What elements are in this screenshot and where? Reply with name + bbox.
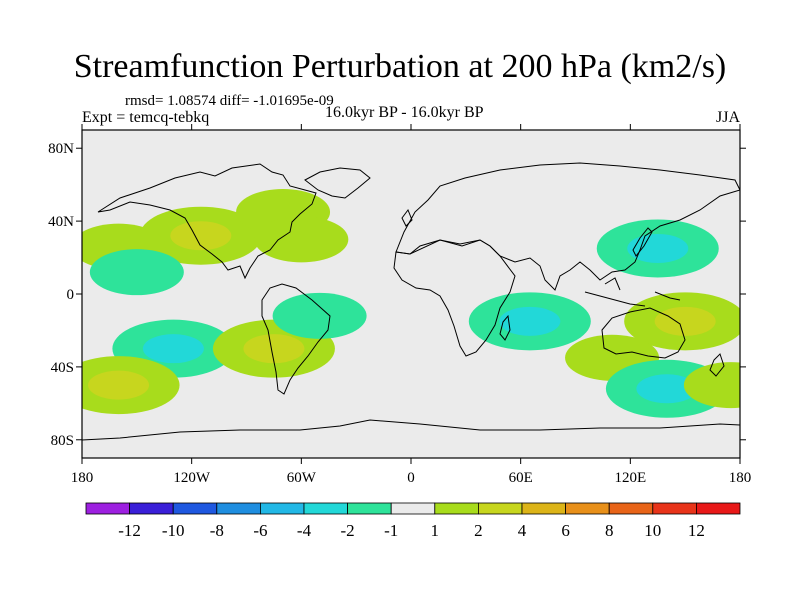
stats-line: rmsd= 1.08574 diff= -1.01695e-09: [125, 93, 334, 109]
experiment-label: Expt = temcq-tebkq: [82, 109, 210, 126]
period-label: 16.0kyr BP - 16.0kyr BP: [325, 104, 484, 121]
colorbar-label: -4: [297, 521, 312, 540]
lon-tick-label: 60E: [509, 470, 533, 486]
lon-tick-label: 60W: [287, 470, 317, 486]
colorbar-swatch: [608, 502, 654, 515]
coast-madagascar: [499, 314, 511, 341]
lon-tick-label: 120W: [173, 470, 211, 486]
colorbar-swatch: [390, 502, 436, 515]
colorbar-label: 4: [518, 521, 527, 540]
plot-area: [82, 130, 740, 458]
coast-greenland: [304, 167, 371, 199]
anomaly-field: [82, 189, 740, 418]
coast-indonesia: [584, 277, 681, 307]
colorbar-label: -8: [210, 521, 224, 540]
colorbar-label: 6: [561, 521, 570, 540]
anomaly-core-10: [627, 233, 689, 263]
coast-north-america: [97, 163, 317, 280]
colorbar-label: 1: [431, 521, 440, 540]
lon-tick-label: 180: [71, 470, 94, 486]
lat-tick-label: 0: [67, 287, 75, 303]
coast-australia: [601, 307, 686, 359]
colorbar-label: -1: [384, 521, 398, 540]
anomaly-core-11: [654, 306, 716, 336]
coast-britain: [401, 208, 413, 227]
axis-ticks: 80N 40N 0 40S 80S 180 120W 60W 0 60E 120E 180: [48, 124, 751, 486]
anomaly-core-0: [170, 221, 232, 251]
anomaly-region-2: [254, 216, 349, 263]
colorbar-label: 10: [644, 521, 661, 540]
colorbar-swatch: [652, 502, 697, 515]
coast-africa: [393, 239, 516, 357]
colorbar-label: 12: [688, 521, 705, 540]
colorbar-swatch: [347, 502, 392, 515]
colorbar-swatch: [259, 502, 305, 515]
anomaly-core-9: [499, 306, 561, 336]
lat-tick-label: 40N: [48, 214, 74, 230]
lon-tick-label: 120E: [614, 470, 646, 486]
colorbar: -12 -10 -8 -6 -4 -2 -1 1 2 4 6 8 10 12: [85, 502, 741, 540]
anomaly-region-8: [272, 292, 367, 339]
colorbar-swatch: [565, 502, 610, 515]
colorbar-swatch: [85, 502, 130, 515]
anomaly-region-14: [683, 362, 740, 409]
anomaly-region-4: [89, 249, 184, 296]
anomaly-core-13: [636, 374, 698, 404]
colorbar-label: -12: [118, 521, 141, 540]
coast-south-america: [261, 283, 331, 395]
colorbar-swatch: [521, 502, 566, 515]
anomaly-core-5: [142, 334, 204, 364]
lat-tick-label: 40S: [51, 360, 74, 376]
plot-title: Streamfunction Perturbation at 200 hPa (…: [73, 48, 727, 85]
lon-tick-label: 180: [729, 470, 752, 486]
coast-new-zealand: [709, 353, 725, 377]
lat-tick-label: 80N: [48, 141, 74, 157]
colorbar-swatch: [216, 502, 261, 515]
colorbar-label: -6: [253, 521, 267, 540]
colorbar-label: 2: [474, 521, 483, 540]
coast-antarctica: [82, 419, 740, 441]
anomaly-core-7: [243, 334, 305, 364]
colorbar-swatch: [477, 502, 523, 515]
coastlines: [82, 162, 740, 441]
lat-tick-label: 80S: [51, 433, 74, 449]
colorbar-swatch: [303, 502, 348, 515]
season-label: JJA: [716, 109, 741, 126]
colorbar-swatch: [129, 502, 174, 515]
coast-japan: [632, 227, 653, 257]
colorbar-swatch: [434, 502, 479, 515]
anomaly-core-6: [88, 370, 150, 400]
colorbar-label: 8: [605, 521, 614, 540]
colorbar-label: -2: [341, 521, 355, 540]
colorbar-label: -10: [162, 521, 185, 540]
colorbar-swatch: [172, 502, 218, 515]
colorbar-swatch: [696, 502, 741, 515]
lon-tick-label: 0: [407, 470, 415, 486]
